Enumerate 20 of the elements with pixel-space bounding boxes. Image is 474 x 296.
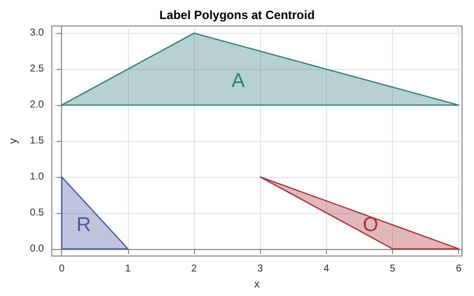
- y-tick-label: 2.5: [30, 64, 44, 75]
- chart-title: Label Polygons at Centroid: [159, 8, 315, 22]
- series-label: A: [231, 70, 246, 92]
- series-label: R: [76, 214, 92, 236]
- y-tick-label: 0.5: [30, 207, 44, 218]
- x-tick-label: 1: [125, 264, 132, 274]
- y-tick-label: 1.0: [30, 171, 44, 182]
- x-tick-label: 2: [191, 264, 198, 274]
- x-axis-title: x: [254, 278, 260, 290]
- x-tick-label: 0: [58, 264, 65, 274]
- x-tick-label: 3: [257, 264, 264, 274]
- y-axis-title: y: [8, 138, 20, 144]
- y-tick-label: 0.0: [30, 243, 44, 254]
- y-tick-label: 2.0: [30, 100, 44, 111]
- x-tick-label: 5: [390, 264, 396, 274]
- x-tick-label: 4: [324, 264, 330, 274]
- y-tick-label: 3.0: [30, 28, 44, 39]
- y-tick-label: 1.5: [30, 136, 44, 146]
- x-tick-label: 6: [456, 264, 462, 274]
- series-label: O: [362, 214, 378, 236]
